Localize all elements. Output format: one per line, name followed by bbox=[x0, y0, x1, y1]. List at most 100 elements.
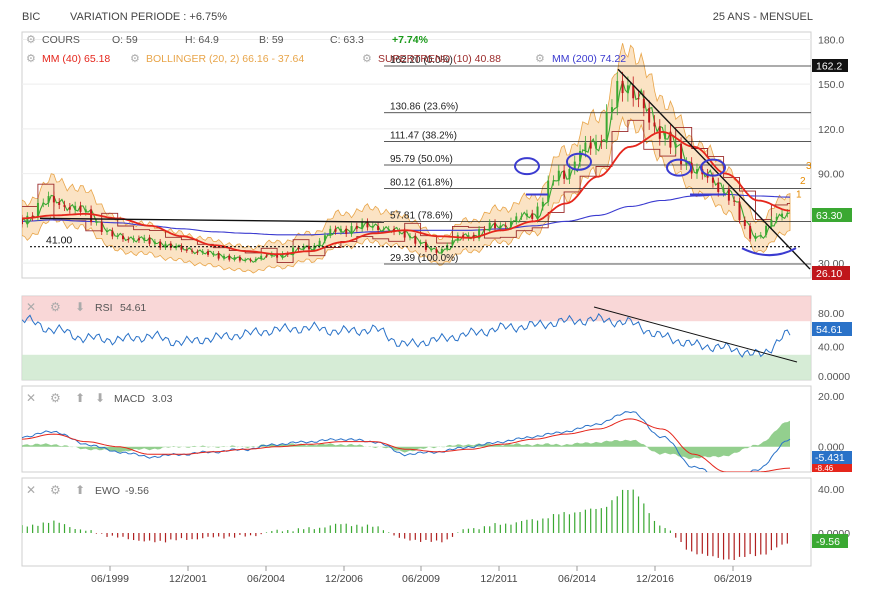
ewo-value: -9.56 bbox=[125, 485, 149, 497]
fibonacci-label: 29.39 (100.0%) bbox=[390, 253, 458, 264]
candle-body bbox=[153, 241, 156, 244]
candle-body bbox=[478, 229, 481, 239]
candle-body bbox=[191, 250, 194, 252]
candle-body bbox=[552, 180, 555, 182]
candle-body bbox=[695, 169, 698, 174]
candle-body bbox=[632, 85, 635, 99]
candle-body bbox=[573, 161, 576, 170]
candle-body bbox=[579, 150, 582, 162]
x-tick-label: 06/2014 bbox=[558, 573, 596, 585]
arrow-up-icon[interactable]: ⬆ bbox=[75, 391, 85, 405]
candle-body bbox=[563, 170, 566, 179]
rsi-title: RSI bbox=[95, 302, 113, 314]
price-candles bbox=[22, 71, 789, 263]
rounded-bottom-arc bbox=[741, 247, 797, 257]
signal-last-value: -8.46 bbox=[815, 464, 834, 473]
candle-body bbox=[765, 225, 768, 235]
candle-body bbox=[350, 226, 353, 234]
svg-text:26.10: 26.10 bbox=[816, 268, 842, 280]
candle-body bbox=[430, 249, 433, 251]
gear-icon[interactable]: ⚙ bbox=[50, 300, 61, 314]
macd-tick-label: 20.00 bbox=[818, 391, 844, 403]
candle-body bbox=[557, 170, 560, 181]
candle-body bbox=[217, 253, 220, 259]
candle-body bbox=[536, 206, 539, 219]
candle-body bbox=[642, 98, 645, 109]
fibonacci-label: 162.20 (0.0%) bbox=[390, 55, 453, 66]
candle-body bbox=[664, 131, 667, 139]
downtrend-line bbox=[617, 68, 811, 270]
candle-body bbox=[727, 189, 730, 201]
candle-body bbox=[116, 235, 119, 237]
candle-body bbox=[201, 251, 204, 253]
close-icon[interactable]: ✕ bbox=[26, 300, 36, 314]
candle-body bbox=[541, 201, 544, 207]
svg-text:63.30: 63.30 bbox=[816, 210, 842, 222]
rsi-trendline bbox=[593, 306, 798, 363]
candle-body bbox=[292, 247, 295, 255]
candle-body bbox=[228, 255, 231, 260]
low-value: B: 59 bbox=[259, 34, 284, 46]
candle-body bbox=[111, 230, 114, 237]
x-tick-label: 12/2001 bbox=[169, 573, 207, 585]
candle-body bbox=[616, 80, 619, 108]
candle-body bbox=[323, 235, 326, 241]
candle-body bbox=[207, 251, 210, 255]
gear-icon[interactable]: ⚙ bbox=[50, 483, 61, 497]
gear-icon[interactable]: ⚙ bbox=[26, 53, 36, 65]
arrow-down-icon[interactable]: ⬇ bbox=[95, 391, 105, 405]
candle-body bbox=[743, 220, 746, 226]
close-icon[interactable]: ✕ bbox=[26, 391, 36, 405]
candle-body bbox=[371, 225, 374, 228]
candle-body bbox=[525, 213, 528, 217]
rsi-tick-label: 80.00 bbox=[818, 308, 844, 320]
fibonacci-label: 80.12 (61.8%) bbox=[390, 177, 453, 188]
candle-body bbox=[313, 245, 316, 250]
candle-body bbox=[159, 241, 162, 248]
main-panel: 162.20 (0.0%) 130.86 (23.6%) 111.47 (38.2%… bbox=[21, 31, 852, 280]
candle-body bbox=[22, 218, 23, 225]
mm40-legend: MM (40) 65.18 bbox=[42, 53, 110, 65]
x-tick-label: 06/2009 bbox=[402, 573, 440, 585]
bollinger-legend: BOLLINGER (20, 2) 66.16 - 37.64 bbox=[146, 53, 304, 65]
macd-title: MACD bbox=[114, 393, 145, 405]
period-label[interactable]: 25 ANS - MENSUEL bbox=[713, 11, 813, 23]
arrow-up-icon[interactable]: ⬆ bbox=[75, 483, 85, 497]
gear-icon[interactable]: ⚙ bbox=[362, 53, 372, 65]
candle-body bbox=[515, 216, 518, 222]
pattern-ellipse bbox=[514, 157, 540, 176]
gear-icon[interactable]: ⚙ bbox=[130, 53, 140, 65]
rsi-panel: ✕ ⚙ ⬇ RSI 54.61 80.00 40.00 0.0000 54.61 bbox=[21, 295, 852, 383]
candle-body bbox=[733, 200, 736, 202]
gear-icon[interactable]: ⚙ bbox=[535, 53, 545, 65]
bollinger-band-fill bbox=[22, 43, 791, 274]
trend-annotations: 41.00 1 23 bbox=[30, 68, 811, 270]
candle-body bbox=[414, 235, 417, 244]
high-value: H: 64.9 bbox=[185, 34, 219, 46]
gear-icon[interactable]: ⚙ bbox=[50, 391, 61, 405]
gear-icon[interactable]: ⚙ bbox=[26, 34, 36, 46]
candle-body bbox=[355, 226, 358, 229]
candle-body bbox=[435, 249, 438, 253]
candle-body bbox=[143, 237, 146, 241]
candle-body bbox=[451, 240, 454, 246]
pattern-ellipse bbox=[700, 158, 726, 177]
variation-label: VARIATION PERIODE : +6.75% bbox=[70, 11, 227, 23]
candle-body bbox=[84, 209, 87, 212]
price-legend: ⚙ COURS O: 59 H: 64.9 B: 59 C: 63.3 +7.7… bbox=[26, 34, 626, 65]
candle-body bbox=[754, 235, 757, 239]
arrow-down-icon[interactable]: ⬇ bbox=[75, 300, 85, 314]
mm200-legend: MM (200) 74.22 bbox=[552, 53, 626, 65]
candle-body bbox=[520, 216, 523, 218]
candle-body bbox=[403, 231, 406, 238]
candle-body bbox=[26, 215, 29, 225]
candle-body bbox=[408, 235, 411, 238]
main-grid bbox=[22, 38, 811, 264]
candle-body bbox=[58, 202, 61, 205]
candle-body bbox=[711, 177, 714, 183]
candle-body bbox=[706, 174, 709, 178]
candle-body bbox=[467, 235, 470, 238]
close-icon[interactable]: ✕ bbox=[26, 483, 36, 497]
rsi-tick-label: 40.00 bbox=[818, 341, 844, 353]
